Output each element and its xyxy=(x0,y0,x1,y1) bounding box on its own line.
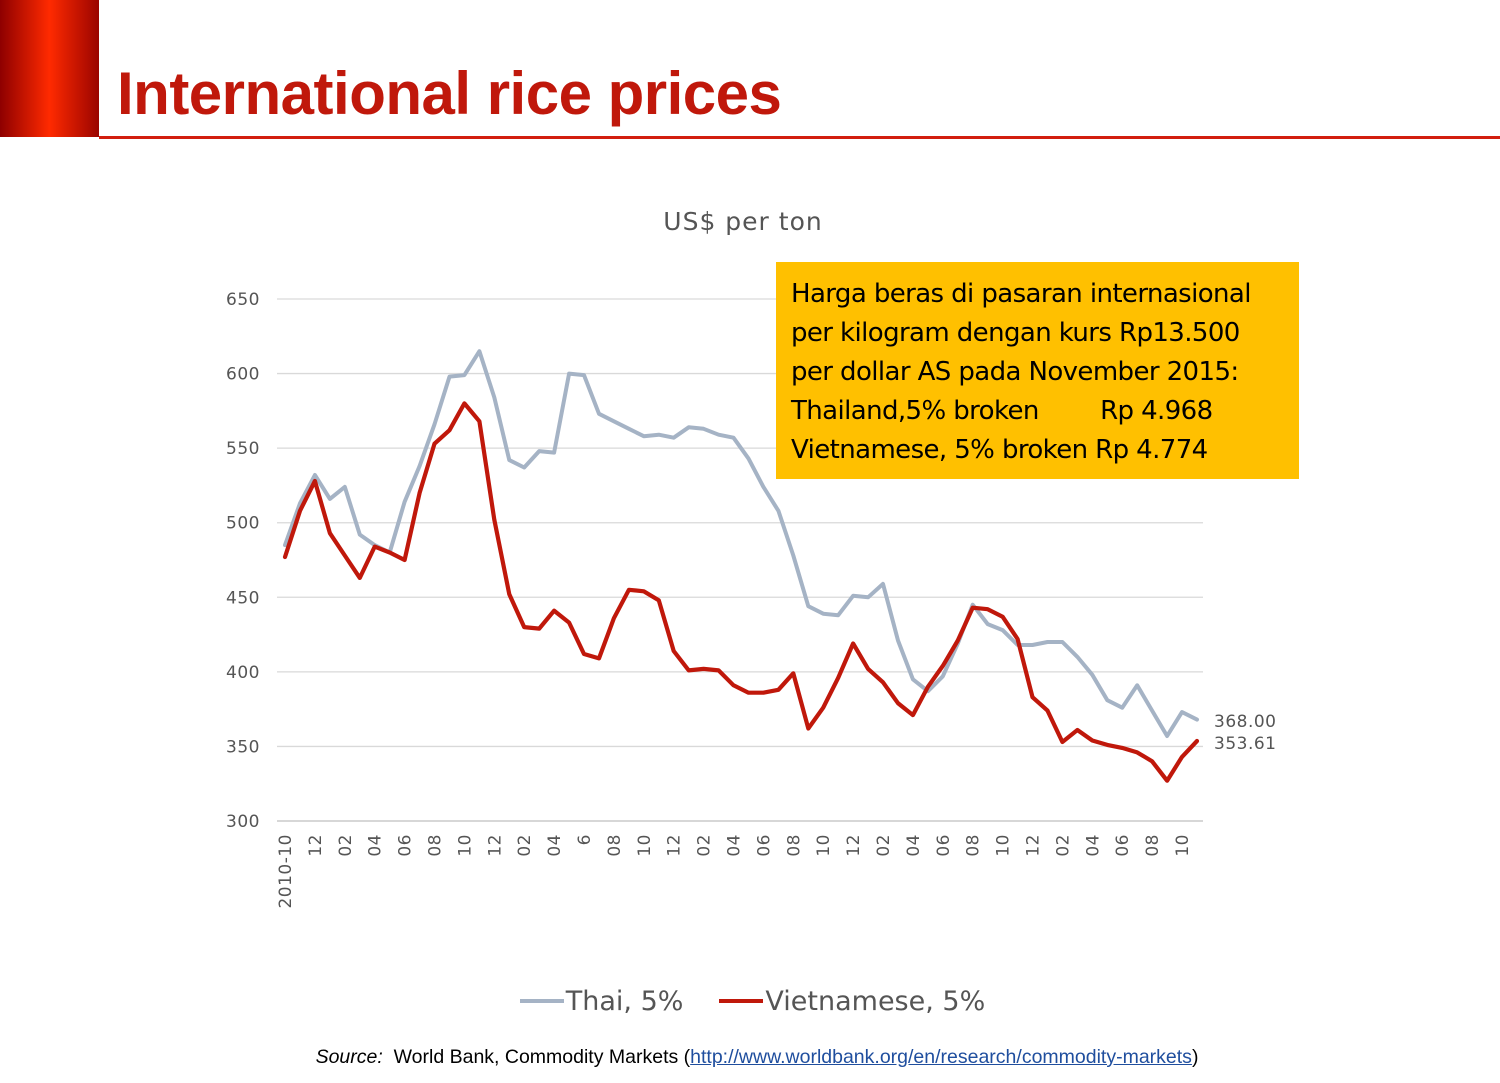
x-tick-label: 04 xyxy=(1083,834,1103,857)
x-tick-label: 08 xyxy=(426,834,446,857)
legend-swatch-vietnamese xyxy=(719,999,764,1003)
price-callout-box: Harga beras di pasaran internasional per… xyxy=(776,262,1299,479)
x-tick-label: 08 xyxy=(964,834,984,857)
x-tick-label: 02 xyxy=(695,834,715,857)
legend-item-thai: Thai, 5% xyxy=(519,985,684,1017)
y-tick-label: 400 xyxy=(226,663,260,683)
callout-line: per dollar AS pada November 2015: xyxy=(791,357,1239,387)
y-tick-label: 350 xyxy=(226,737,260,757)
source-label: Source: xyxy=(315,1046,383,1068)
series-line-thai xyxy=(283,349,1199,738)
x-tick-label: 02 xyxy=(874,834,894,857)
x-tick-label: 10 xyxy=(994,834,1014,857)
x-tick-label: 10 xyxy=(1173,834,1193,857)
x-tick-label: 06 xyxy=(754,834,774,857)
legend-swatch-thai xyxy=(519,999,564,1003)
series-lines xyxy=(282,349,1200,783)
legend-item-vietnamese: Vietnamese, 5% xyxy=(719,986,985,1017)
source-text-end: ) xyxy=(1191,1046,1199,1068)
end-value-label: 368.00 xyxy=(1214,712,1276,732)
x-tick-label: 06 xyxy=(396,834,416,857)
callout-line: per kilogram dengan kurs Rp13.500 xyxy=(791,318,1240,348)
x-tick-label: 12 xyxy=(665,834,685,857)
x-tick-label: 06 xyxy=(1113,834,1133,857)
series-line-vietnamese xyxy=(282,401,1200,783)
y-axis-tick-labels: 300 350 400 450 500 550 600 650 xyxy=(226,290,260,832)
title-accent-block xyxy=(0,0,99,137)
slide-title: International rice prices xyxy=(117,60,782,127)
y-tick-label: 550 xyxy=(226,439,260,459)
x-tick-label: 02 xyxy=(1053,834,1073,857)
x-tick-label: 10 xyxy=(814,834,834,857)
source-link[interactable]: http://www.worldbank.org/en/research/com… xyxy=(690,1046,1192,1068)
x-tick-label: 12 xyxy=(1024,834,1044,857)
x-tick-label: 04 xyxy=(366,834,386,857)
x-tick-label: 04 xyxy=(725,834,745,857)
source-text: World Bank, Commodity Markets ( xyxy=(382,1046,691,1068)
source-citation: Source: World Bank, Commodity Markets (h… xyxy=(0,1046,1500,1069)
y-tick-label: 450 xyxy=(226,588,260,608)
callout-line: Harga beras di pasaran internasional xyxy=(791,279,1251,309)
x-tick-label: 12 xyxy=(485,834,505,857)
x-axis-tick-labels: 2010-10 12 02 04 06 08 10 12 02 04 6 08 10 12 02 04 06 08… xyxy=(276,834,1193,909)
y-tick-label: 300 xyxy=(226,812,260,832)
end-value-label: 353.61 xyxy=(1214,734,1276,754)
x-tick-label: 04 xyxy=(545,834,565,857)
x-tick-label: 6 xyxy=(575,834,595,845)
x-tick-label: 06 xyxy=(934,834,954,857)
chart-title: US$ per ton xyxy=(663,207,822,236)
x-tick-label: 04 xyxy=(904,834,924,857)
x-tick-label: 02 xyxy=(515,834,535,857)
callout-line: Thailand,5% broken Rp 4.968 xyxy=(791,396,1213,426)
x-tick-label: 08 xyxy=(1143,834,1163,857)
header-divider xyxy=(99,136,1500,139)
x-tick-label: 02 xyxy=(336,834,356,857)
y-tick-label: 500 xyxy=(226,514,260,534)
y-tick-label: 600 xyxy=(226,365,260,385)
x-tick-label: 12 xyxy=(306,834,326,857)
x-tick-label: 10 xyxy=(635,834,655,857)
legend-label-thai: Thai, 5% xyxy=(565,985,684,1017)
x-tick-label: 2010-10 xyxy=(276,834,296,909)
x-tick-label: 12 xyxy=(844,834,864,857)
x-tick-label: 10 xyxy=(455,834,475,857)
callout-line: Vietnamese, 5% broken Rp 4.774 xyxy=(791,435,1208,465)
x-tick-label: 08 xyxy=(605,834,625,857)
y-tick-label: 650 xyxy=(226,290,260,310)
chart-legend: Thai, 5% Vietnamese, 5% xyxy=(0,981,1500,1021)
legend-label-vietnamese: Vietnamese, 5% xyxy=(765,985,986,1017)
x-tick-label: 08 xyxy=(784,834,804,857)
